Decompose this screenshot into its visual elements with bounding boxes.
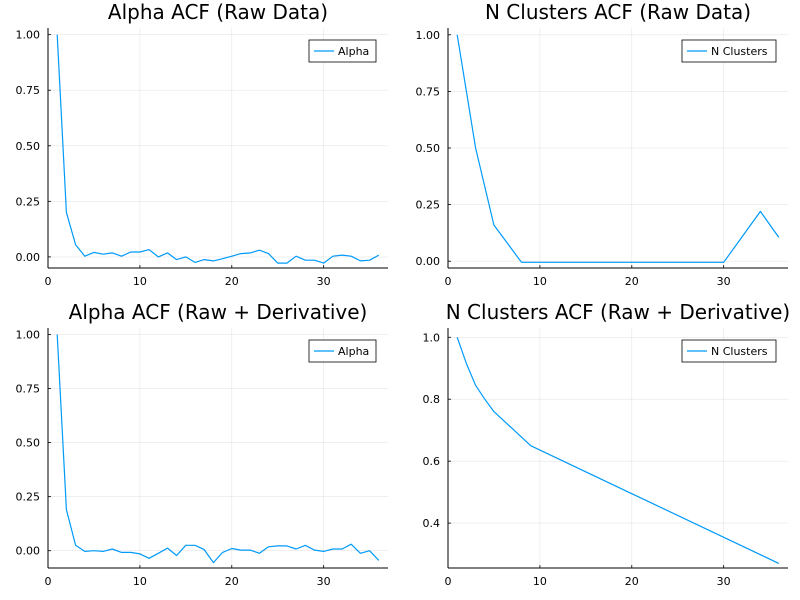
legend-label: Alpha — [338, 345, 369, 358]
x-tick-label: 20 — [625, 575, 639, 588]
x-tick-label: 20 — [225, 275, 239, 288]
panel-title: Alpha ACF (Raw Data) — [108, 0, 328, 24]
x-tick-label: 30 — [717, 575, 731, 588]
y-tick-label: 1.00 — [416, 29, 441, 42]
legend-label: Alpha — [338, 45, 369, 58]
x-tick-label: 20 — [225, 575, 239, 588]
x-tick-label: 0 — [445, 275, 452, 288]
y-tick-label: 0.00 — [16, 545, 41, 558]
y-tick-label: 1.0 — [423, 331, 441, 344]
x-tick-label: 30 — [317, 575, 331, 588]
series-line — [56, 334, 380, 564]
legend-box — [308, 39, 377, 63]
y-tick-label: 0.00 — [416, 255, 441, 268]
y-tick-label: 0.4 — [423, 517, 441, 530]
y-tick-label: 0.50 — [16, 140, 41, 153]
x-tick-label: 10 — [133, 575, 147, 588]
panel-title: Alpha ACF (Raw + Derivative) — [69, 300, 368, 324]
y-tick-label: 0.50 — [416, 142, 441, 155]
y-tick-label: 0.75 — [416, 85, 441, 98]
y-tick-label: 0.8 — [423, 393, 441, 406]
x-tick-label: 0 — [45, 275, 52, 288]
x-tick-label: 30 — [717, 275, 731, 288]
y-tick-label: 0.50 — [16, 437, 41, 450]
legend-label: N Clusters — [711, 345, 768, 358]
series-line — [56, 34, 380, 264]
x-tick-label: 0 — [445, 575, 452, 588]
y-tick-label: 0.25 — [416, 199, 441, 212]
x-tick-label: 30 — [317, 275, 331, 288]
y-tick-label: 0.75 — [16, 383, 41, 396]
x-tick-label: 10 — [133, 275, 147, 288]
panel-nclusters-raw: N Clusters ACF (Raw Data) 0 10 20 30 0.00 0.25… — [416, 0, 788, 288]
x-tick-label: 10 — [533, 575, 547, 588]
series-line — [456, 337, 780, 564]
panel-alpha-raw: Alpha ACF (Raw Data) 0 10 20 30 0.00 0.25 0.50 0… — [16, 0, 388, 288]
x-tick-label: 0 — [45, 575, 52, 588]
x-tick-label: 20 — [625, 275, 639, 288]
legend-box — [681, 339, 777, 363]
legend-box — [308, 339, 377, 363]
legend-box — [681, 39, 777, 63]
panel-alpha-derivative: Alpha ACF (Raw + Derivative) 0 10 20 30 0.00 0… — [16, 300, 388, 588]
x-tick-label: 10 — [533, 275, 547, 288]
y-tick-label: 0.25 — [16, 491, 41, 504]
panel-nclusters-derivative: N Clusters ACF (Raw + Derivative) 0 10 20 30… — [423, 300, 791, 588]
y-tick-label: 0.25 — [16, 195, 41, 208]
panel-title: N Clusters ACF (Raw Data) — [485, 0, 751, 24]
y-tick-label: 0.6 — [423, 455, 441, 468]
legend-label: N Clusters — [711, 45, 768, 58]
panel-title: N Clusters ACF (Raw + Derivative) — [446, 300, 791, 324]
y-tick-label: 0.75 — [16, 84, 41, 97]
y-tick-label: 1.00 — [16, 328, 41, 341]
y-tick-label: 0.00 — [16, 251, 41, 264]
y-tick-label: 1.00 — [16, 29, 41, 42]
series-line — [456, 34, 780, 263]
